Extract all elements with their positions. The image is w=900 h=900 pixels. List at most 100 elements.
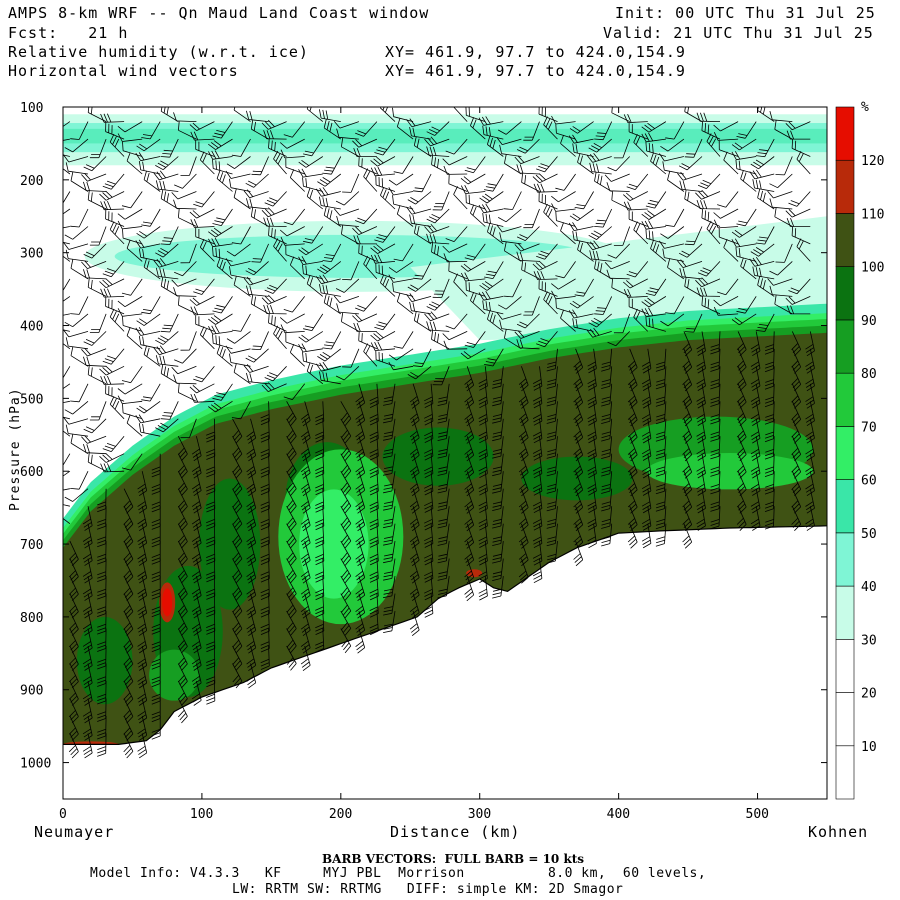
wind-barb-1037	[684, 226, 703, 246]
wind-barb-1136	[764, 348, 775, 373]
wind-barb-438	[286, 610, 297, 636]
wind-barb-985	[645, 141, 667, 157]
rh-pocket-3	[299, 489, 369, 599]
wind-barb-881	[573, 453, 584, 479]
colorbar-swatch	[835, 266, 855, 321]
wind-barb-110	[109, 133, 125, 157]
wind-barb-155	[117, 308, 143, 317]
wind-barb-1041	[684, 277, 703, 297]
wind-barb-850	[546, 348, 558, 372]
wind-barb-34	[68, 715, 79, 741]
wind-barb-523	[340, 488, 352, 514]
wind-barb-800	[518, 383, 529, 409]
wind-barb-1065	[701, 296, 721, 315]
wind-barb-944	[606, 269, 630, 280]
wind-barb-946	[613, 313, 631, 334]
wind-barb-60	[82, 541, 93, 566]
wind-barb-914	[589, 162, 612, 175]
wind-barb-841	[533, 183, 558, 193]
wind-barb-640	[409, 471, 420, 497]
wind-barb-64	[82, 611, 93, 636]
wind-barb-668	[424, 453, 434, 478]
wind-barb-408	[260, 628, 270, 653]
wind-barb-752	[478, 488, 488, 514]
wind-barb-1159	[791, 348, 802, 374]
wind-barb-1151	[769, 198, 793, 210]
wind-barb-317	[208, 150, 233, 160]
wind-barb-780	[492, 506, 504, 529]
wind-barb-1191	[805, 506, 815, 531]
wind-barb-683	[424, 223, 450, 234]
wind-barb-406	[260, 593, 270, 618]
wind-barb-571	[363, 255, 378, 280]
wind-barb-480	[298, 256, 323, 265]
x-tick-label: 400	[607, 807, 630, 822]
wind-barb-12	[63, 329, 70, 332]
wind-barb-1080	[723, 151, 739, 175]
wind-barb-1108	[735, 247, 757, 262]
wind-barb-68	[82, 680, 93, 706]
wind-barb-224	[155, 267, 179, 280]
wind-barb-478	[303, 226, 324, 244]
wind-barb-637	[409, 418, 420, 444]
wind-barb-612	[383, 488, 396, 511]
wind-barb-1012	[665, 208, 685, 227]
wind-barb-665	[424, 401, 434, 426]
wind-barb-1071	[710, 418, 721, 442]
wind-barb-685	[431, 243, 450, 262]
wind-barb-838	[543, 116, 558, 140]
wind-barb-58	[82, 506, 93, 531]
wind-barb-924	[601, 348, 613, 372]
wind-barb-324	[216, 257, 233, 280]
wind-barb-496	[315, 541, 325, 566]
wind-barb-385	[250, 207, 269, 227]
wind-barb-1069	[710, 383, 721, 407]
wind-barb-333	[232, 436, 243, 461]
wind-barb-1024	[682, 418, 693, 444]
wind-barb-949	[627, 366, 638, 392]
wind-barb-1162	[791, 401, 802, 427]
wind-barb-581	[369, 453, 379, 478]
wind-barb-428	[286, 436, 297, 461]
wind-barb-345	[232, 645, 243, 671]
wind-barb-490	[315, 436, 325, 461]
wind-barb-801	[518, 401, 529, 427]
wind-barb-563	[352, 138, 378, 148]
wind-barb-499	[315, 593, 325, 618]
wind-barb-863	[555, 124, 576, 140]
wind-barb-1150	[767, 190, 793, 199]
wind-barb-1035	[679, 180, 703, 192]
wind-barb-446	[283, 208, 306, 226]
wind-barb-16	[63, 400, 70, 404]
wind-barb-296	[193, 366, 215, 383]
wind-barb-834	[532, 523, 543, 549]
wind-barb-524	[340, 505, 352, 531]
wind-barb-514	[322, 331, 342, 350]
wind-barb-461	[300, 471, 311, 497]
wind-barb-386	[251, 243, 269, 263]
wind-barb-409	[260, 645, 270, 670]
wind-barb-122	[99, 365, 125, 376]
wind-barb-489	[315, 418, 325, 443]
wind-barb-147	[126, 152, 143, 175]
wind-barb-812	[516, 138, 540, 154]
wind-barb-778	[492, 471, 504, 494]
wind-barb-88	[89, 401, 107, 421]
wind-barb-86	[83, 356, 107, 367]
wind-barb-238	[177, 523, 188, 549]
wind-barb-1173	[788, 191, 811, 207]
wind-barb-262	[174, 348, 197, 364]
wind-barb-351	[229, 178, 251, 192]
wind-barb-680	[431, 155, 450, 175]
wind-barb-57	[64, 488, 89, 502]
wind-barb-455	[289, 343, 305, 367]
wind-barb-201	[151, 488, 161, 513]
wind-barb-1089	[736, 331, 747, 357]
wind-barb-248	[177, 698, 188, 724]
wind-barb-184	[143, 170, 161, 192]
y-tick-label: 500	[20, 392, 43, 407]
wind-barb-934	[601, 523, 613, 547]
wind-barb-626	[396, 205, 414, 227]
wind-barb-491	[315, 453, 325, 478]
wind-barb-150	[117, 220, 143, 230]
